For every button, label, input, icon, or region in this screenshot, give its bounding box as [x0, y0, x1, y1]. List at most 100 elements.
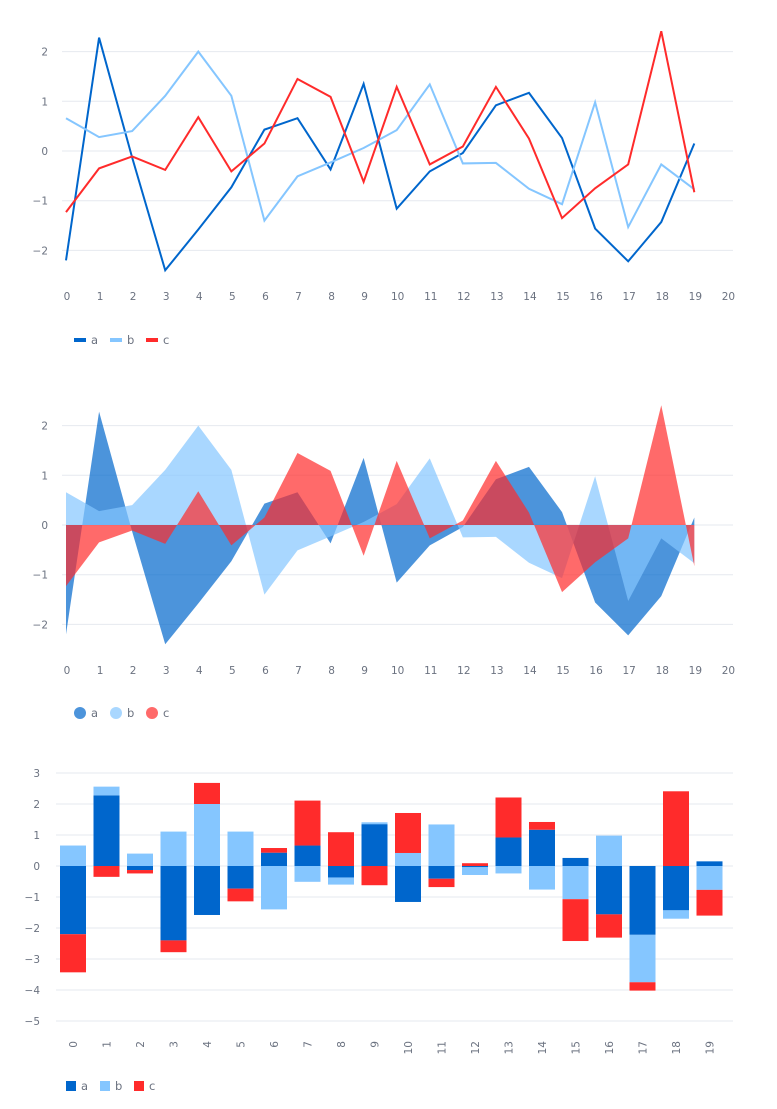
bar-a	[294, 845, 321, 866]
bar-a	[696, 861, 723, 866]
bar-b	[596, 835, 622, 866]
bar-b	[60, 845, 86, 866]
x-tick-label: 10	[391, 291, 404, 303]
x-tick-label: 7	[295, 665, 302, 677]
legend-label: b	[115, 1079, 122, 1093]
x-tick-label: 13	[504, 1041, 516, 1054]
x-tick-label: 9	[361, 665, 368, 677]
y-tick-label: −1	[33, 196, 48, 208]
y-tick-label: 3	[33, 768, 40, 780]
y-tick-label: 1	[33, 830, 40, 842]
legend-label: b	[127, 333, 134, 347]
bar-a	[93, 795, 120, 866]
x-tick-label: 7	[303, 1041, 315, 1048]
x-tick-label: 4	[202, 1041, 214, 1048]
bar-b	[663, 910, 689, 919]
y-tick-label: −2	[25, 923, 40, 935]
x-tick-label: 6	[262, 665, 269, 677]
x-tick-label: 9	[370, 1041, 382, 1048]
series-line-a	[65, 37, 696, 273]
bar-c	[194, 782, 220, 804]
bar-b	[629, 934, 656, 983]
x-tick-label: 9	[361, 291, 368, 303]
y-tick-label: 0	[41, 146, 48, 158]
x-tick-label: 20	[722, 291, 735, 303]
x-tick-label: 19	[689, 291, 702, 303]
bar-a	[361, 824, 388, 866]
bar-b	[227, 831, 254, 866]
bar-b	[696, 866, 723, 890]
x-tick-label: 18	[671, 1041, 683, 1054]
x-tick-label: 3	[169, 1041, 181, 1048]
bar-a	[462, 866, 488, 868]
bar-a	[395, 866, 421, 902]
bar-c	[562, 899, 589, 942]
bar-a	[629, 866, 656, 935]
bar-a	[562, 857, 589, 866]
y-tick-label: 2	[41, 47, 48, 59]
x-tick-label: 4	[196, 291, 203, 303]
x-tick-label: 3	[163, 291, 170, 303]
bar-c	[696, 889, 723, 916]
x-tick-label: 11	[437, 1041, 449, 1054]
x-tick-label: 14	[523, 291, 537, 303]
bar-c	[428, 878, 455, 888]
y-tick-label: 0	[33, 861, 40, 873]
x-tick-label: 18	[656, 291, 669, 303]
x-tick-label: 12	[457, 291, 470, 303]
x-tick-label: 7	[295, 291, 302, 303]
bar-b	[428, 824, 455, 866]
y-tick-label: 2	[33, 799, 40, 811]
x-tick-label: 15	[571, 1041, 583, 1054]
bar-b	[194, 804, 220, 866]
legend-label: b	[127, 706, 134, 720]
bar-a	[596, 866, 622, 915]
bar-b	[562, 866, 589, 900]
x-tick-label: 1	[102, 1041, 114, 1048]
x-tick-label: 11	[424, 291, 437, 303]
x-tick-label: 16	[589, 665, 603, 677]
x-tick-label: 18	[656, 665, 669, 677]
bar-a	[529, 829, 555, 866]
legend-label: a	[81, 1079, 88, 1093]
x-tick-label: 5	[236, 1041, 248, 1048]
legend-label: c	[163, 706, 169, 720]
x-tick-label: 13	[490, 291, 503, 303]
bar-c	[663, 791, 689, 866]
bar-b	[462, 867, 488, 875]
x-tick-label: 15	[556, 291, 569, 303]
x-tick-label: 17	[623, 291, 636, 303]
x-tick-label: 20	[722, 665, 735, 677]
x-tick-label: 19	[705, 1041, 717, 1054]
y-tick-label: 2	[41, 421, 48, 433]
x-tick-label: 14	[537, 1041, 549, 1055]
bar-c	[395, 812, 421, 853]
x-tick-label: 2	[130, 291, 137, 303]
bar-c	[328, 832, 354, 866]
legend-label: a	[91, 333, 98, 347]
bar-a	[495, 837, 522, 866]
x-tick-label: 19	[689, 665, 702, 677]
legend-swatch-b	[110, 707, 122, 719]
x-tick-label: 17	[638, 1041, 650, 1054]
x-tick-label: 5	[229, 291, 236, 303]
x-tick-label: 2	[135, 1041, 147, 1048]
x-tick-label: 8	[328, 665, 335, 677]
bar-c	[529, 821, 555, 830]
legend-swatch-c	[134, 1081, 144, 1091]
x-tick-label: 3	[163, 665, 170, 677]
x-tick-label: 10	[403, 1041, 415, 1054]
y-tick-label: −4	[25, 985, 41, 997]
bar-c	[462, 863, 488, 866]
bar-c	[596, 914, 622, 938]
bar-b	[529, 866, 555, 890]
bar-a	[261, 852, 287, 866]
y-tick-label: −1	[33, 570, 48, 582]
x-tick-label: 0	[64, 291, 71, 303]
bar-b	[495, 866, 522, 874]
x-tick-label: 8	[336, 1041, 348, 1048]
